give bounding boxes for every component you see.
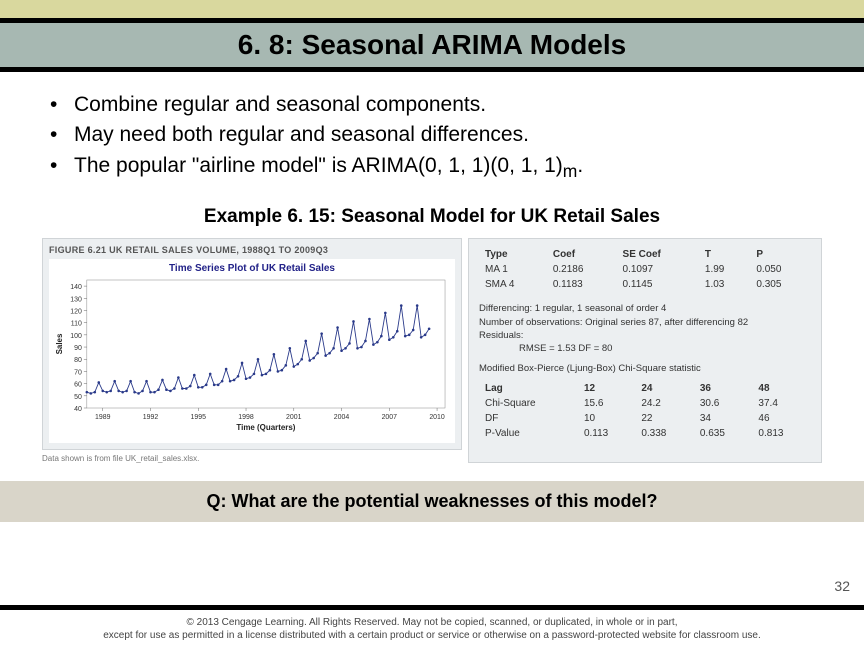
svg-text:110: 110: [71, 321, 82, 328]
title-band: 6. 8: Seasonal ARIMA Models: [0, 18, 864, 72]
svg-text:2007: 2007: [382, 414, 398, 421]
svg-text:130: 130: [70, 297, 82, 304]
copyright-footer: © 2013 Cengage Learning. All Rights Rese…: [0, 605, 864, 648]
svg-text:90: 90: [74, 345, 82, 352]
page-title: 6. 8: Seasonal ARIMA Models: [0, 29, 864, 61]
example-title: Example 6. 15: Seasonal Model for UK Ret…: [28, 206, 836, 228]
svg-text:2004: 2004: [334, 414, 350, 421]
figure-area: FIGURE 6.21 UK RETAIL SALES VOLUME, 1988…: [28, 238, 836, 463]
top-accent-bar: [0, 0, 864, 18]
svg-text:1992: 1992: [143, 414, 159, 421]
svg-text:1998: 1998: [238, 414, 254, 421]
svg-text:2001: 2001: [286, 414, 302, 421]
figure-caption: FIGURE 6.21 UK RETAIL SALES VOLUME, 1988…: [49, 245, 455, 255]
svg-text:Sales: Sales: [55, 333, 64, 354]
chart-column: FIGURE 6.21 UK RETAIL SALES VOLUME, 1988…: [42, 238, 462, 463]
page-number: 32: [834, 578, 850, 594]
svg-text:50: 50: [74, 394, 82, 401]
bullet-item: The popular "airline model" is ARIMA(0, …: [50, 151, 836, 185]
bullet-list: Combine regular and seasonal components.…: [50, 90, 836, 184]
stats-panel: TypeCoefSE CoefTP MA 10.21860.10971.990.…: [468, 238, 822, 463]
svg-text:100: 100: [70, 333, 82, 340]
svg-text:80: 80: [74, 358, 82, 365]
svg-text:Time (Quarters): Time (Quarters): [236, 423, 295, 432]
diff-notes: Differencing: 1 regular, 1 seasonal of o…: [479, 302, 811, 374]
ljung-box-table: Lag12243648Chi-Square15.624.230.637.4DF1…: [479, 381, 811, 441]
svg-text:2010: 2010: [429, 414, 445, 421]
chart-title: Time Series Plot of UK Retail Sales: [53, 263, 451, 274]
svg-text:140: 140: [70, 285, 82, 292]
chart-footnote: Data shown is from file UK_retail_sales.…: [42, 454, 462, 463]
chart-panel: FIGURE 6.21 UK RETAIL SALES VOLUME, 1988…: [42, 238, 462, 450]
content-area: Combine regular and seasonal components.…: [0, 72, 864, 463]
bullet-item: May need both regular and seasonal diffe…: [50, 120, 836, 150]
svg-text:120: 120: [70, 309, 82, 316]
svg-text:1995: 1995: [191, 414, 207, 421]
coef-table: TypeCoefSE CoefTP MA 10.21860.10971.990.…: [479, 247, 811, 292]
bullet-item: Combine regular and seasonal components.: [50, 90, 836, 120]
svg-text:60: 60: [74, 382, 82, 389]
svg-text:1989: 1989: [95, 414, 111, 421]
chart-inner: Time Series Plot of UK Retail Sales 40 50…: [49, 259, 455, 443]
time-series-chart: 40 50 60 70 80 90 100 110 120 130 140 1989 1992 1995 1…: [53, 274, 451, 434]
question-band: Q: What are the potential weaknesses of …: [0, 481, 864, 522]
svg-text:70: 70: [74, 370, 82, 377]
svg-text:40: 40: [74, 406, 82, 413]
